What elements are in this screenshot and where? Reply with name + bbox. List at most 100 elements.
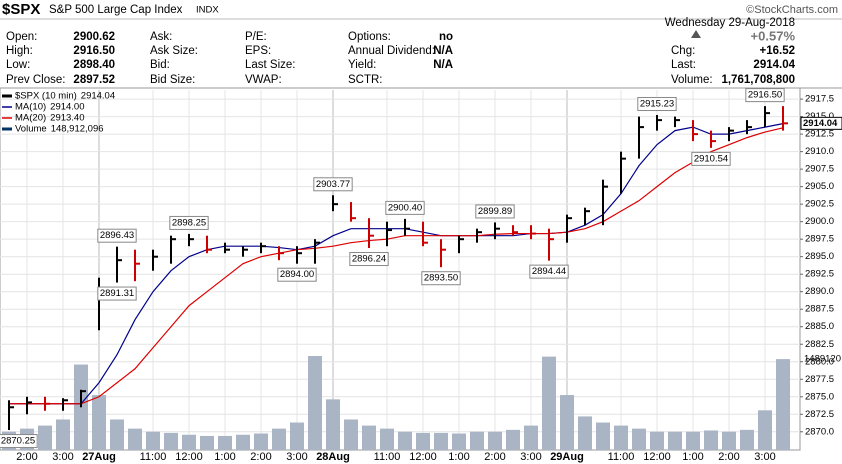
x-tick-label: 2:00	[16, 451, 37, 463]
volume-bar	[488, 431, 502, 450]
x-tick-label: 1:00	[682, 451, 703, 463]
annotation-box	[349, 252, 389, 267]
y-tick-label: 2917.5	[805, 94, 834, 105]
volume-bar	[110, 419, 124, 450]
legend-value: 2913.40	[50, 113, 84, 124]
volume-bar	[236, 434, 250, 450]
volume-bar	[344, 419, 358, 450]
field-label: Ask:	[150, 31, 172, 43]
up-arrow	[691, 30, 701, 38]
price-annotation: 2870.25	[0, 434, 38, 449]
volume-bar	[92, 395, 106, 450]
field-value: 2897.52	[73, 74, 115, 86]
price-annotation: 2899.89	[475, 204, 515, 219]
volume-bar	[434, 432, 448, 450]
y-tick-label: 2905.0	[805, 181, 834, 192]
stat-label: Chg:	[671, 45, 695, 57]
annotation-box	[97, 228, 137, 243]
volume-bar	[596, 422, 610, 450]
y-tick-label: 2902.5	[805, 199, 834, 210]
annotation-box	[421, 271, 461, 286]
volume-bar	[182, 434, 196, 450]
volume-bar	[668, 431, 682, 450]
annotation-box	[745, 88, 785, 103]
price-annotation: 2903.77	[313, 177, 353, 192]
volume-bar	[200, 435, 214, 450]
change-pct: +0.57%	[751, 28, 796, 43]
volume-bar	[632, 428, 646, 450]
stat-value: 2914.04	[753, 59, 795, 71]
field-label: Ask Size:	[150, 45, 198, 57]
volume-bar	[614, 425, 628, 450]
date: Wednesday 29-Aug-2018	[665, 17, 795, 29]
field-label: Low:	[6, 59, 30, 71]
field-value: N/A	[433, 45, 453, 57]
y-tick-label: 2900.0	[805, 216, 834, 227]
ma-line	[9, 123, 784, 405]
field-value: 2900.62	[73, 31, 115, 43]
volume-bar	[380, 428, 394, 450]
volume-bar	[542, 356, 556, 450]
volume-bar	[38, 425, 52, 450]
ma-line	[9, 127, 784, 405]
volume-bar	[326, 399, 340, 450]
y-tick-label: 2870.0	[805, 426, 834, 437]
annotation-box	[385, 200, 425, 215]
annotation-label: 2910.54	[694, 153, 728, 164]
volume-bar	[686, 431, 700, 450]
y-tick-label: 2907.5	[805, 164, 834, 175]
x-tick-label: 11:00	[608, 451, 635, 463]
annotation-label: 2894.44	[532, 266, 566, 277]
volume-bar	[308, 356, 322, 450]
volume-bar	[290, 422, 304, 450]
price-annotation: 2893.50	[421, 271, 461, 286]
price-annotation: 2891.31	[97, 286, 137, 301]
field-value: 2898.40	[73, 59, 115, 71]
volume-bar	[776, 359, 790, 450]
annotation-label: 2900.40	[388, 202, 422, 213]
legend-value: 2914.04	[81, 91, 115, 102]
x-tick-label: 27Aug	[82, 451, 116, 463]
x-tick-label: 1:00	[448, 451, 469, 463]
volume-bar	[704, 430, 718, 450]
field-label: EPS:	[245, 45, 271, 57]
volume-bar	[128, 428, 142, 450]
y-tick-label: 2892.5	[805, 269, 834, 280]
annotation-label: 2894.00	[280, 269, 314, 280]
field-label: SCTR:	[348, 74, 383, 86]
x-tick-label: 2:00	[484, 451, 505, 463]
y-tick-label: 2910.0	[805, 146, 834, 157]
x-tick-label: 12:00	[643, 451, 671, 463]
x-tick-label: 12:00	[175, 451, 203, 463]
price-annotation: 2900.40	[385, 200, 425, 215]
x-tick-label: 28Aug	[316, 451, 350, 463]
y-tick-label: 2880.0	[805, 356, 834, 367]
volume-last-label: 1489120	[804, 354, 841, 365]
y-tick-label: 2885.0	[805, 321, 834, 332]
price-annotation: 2894.00	[277, 267, 317, 282]
legend-name: MA(20)	[15, 113, 46, 124]
annotation-label: 2891.31	[100, 288, 134, 299]
annotation-box	[313, 177, 353, 192]
y-tick-label: 2912.5	[805, 129, 834, 140]
volume-bar	[416, 432, 430, 450]
stat-label: Last:	[671, 59, 696, 71]
field-label: Bid Size:	[150, 74, 195, 86]
annotation-box	[475, 204, 515, 219]
last-price: 2914.04	[803, 118, 838, 129]
volume-bar	[56, 419, 70, 450]
volume-bar	[560, 395, 574, 450]
price-annotation: 2894.44	[529, 264, 569, 279]
field-label: Open:	[6, 31, 37, 43]
field-label: Yield:	[348, 59, 376, 71]
annotation-label: 2870.25	[1, 436, 35, 447]
volume-bar	[146, 431, 160, 450]
y-tick-label: 2875.0	[805, 391, 834, 402]
legend-value: 2914.00	[50, 102, 84, 113]
volume-bar	[650, 431, 664, 450]
price-annotation: 2915.23	[637, 97, 677, 112]
y-tick-label: 2897.5	[805, 234, 834, 245]
x-tick-label: 3:00	[754, 451, 775, 463]
